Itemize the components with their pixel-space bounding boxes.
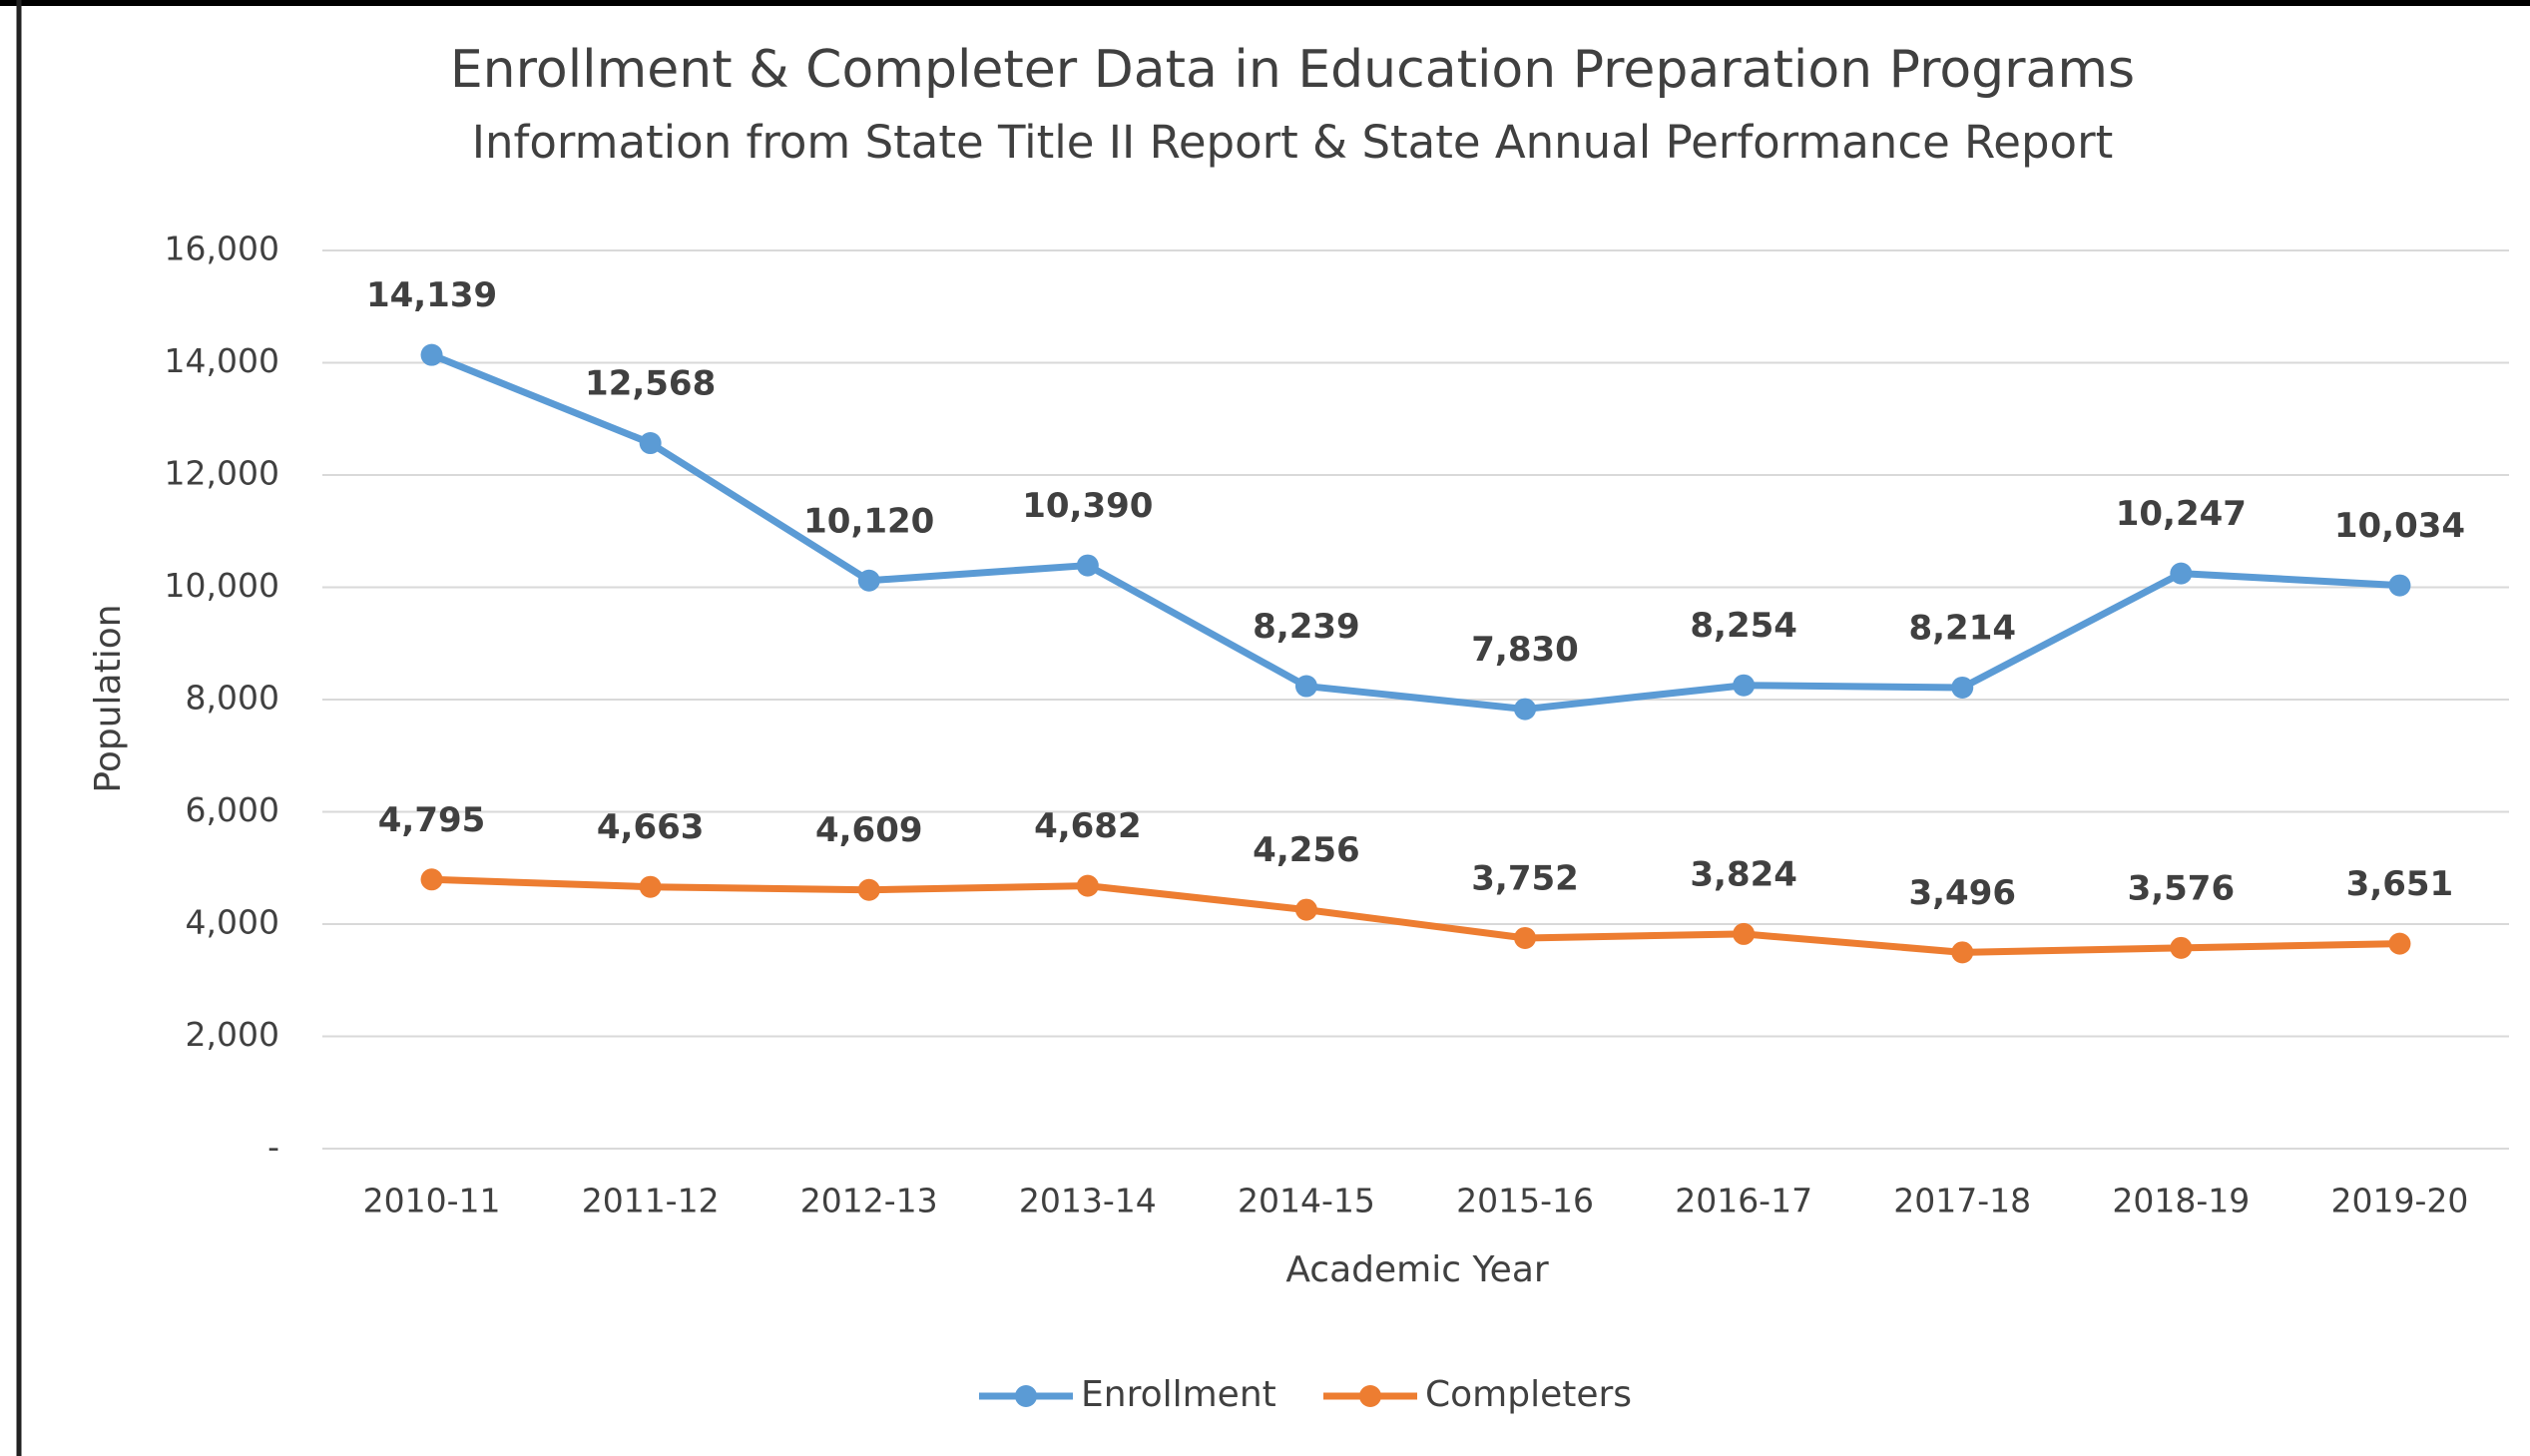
legend-label: Enrollment [1081, 1374, 1276, 1415]
marker [639, 875, 662, 898]
marker [1951, 676, 1974, 699]
data-label: 3,651 [2346, 864, 2454, 904]
data-label: 3,824 [1690, 854, 1797, 894]
data-label: 10,034 [2334, 506, 2465, 546]
data-label: 12,568 [585, 364, 716, 404]
marker [420, 343, 443, 366]
x-tick-label: 2015-16 [1456, 1182, 1594, 1220]
marker [639, 432, 662, 455]
marker [2388, 932, 2411, 955]
data-label: 8,239 [1253, 607, 1360, 647]
y-tick-label: - [267, 1128, 279, 1167]
marker [2388, 574, 2411, 597]
chart-title: Enrollment & Completer Data in Education… [450, 40, 2135, 100]
x-tick-label: 2018-19 [2112, 1182, 2250, 1220]
marker [1733, 922, 1756, 945]
y-tick-label: 12,000 [165, 454, 279, 493]
marker [420, 868, 443, 891]
x-tick-label: 2011-12 [582, 1182, 720, 1220]
y-tick-label: 2,000 [186, 1015, 279, 1054]
y-tick-label: 6,000 [186, 790, 279, 829]
legend-marker [1015, 1385, 1037, 1407]
data-label: 14,139 [366, 275, 497, 315]
data-label: 4,256 [1253, 830, 1360, 870]
data-label: 3,496 [1908, 873, 2016, 913]
x-tick-label: 2010-11 [363, 1182, 501, 1220]
marker [857, 569, 880, 592]
series-line [431, 875, 2400, 956]
legend-label: Completers [1425, 1374, 1632, 1415]
marker [1294, 675, 1317, 698]
x-axis-title: Academic Year [1285, 1249, 1549, 1290]
y-tick-label: 14,000 [165, 341, 279, 380]
x-tick-label: 2016-17 [1675, 1182, 1812, 1220]
x-tick-label: 2017-18 [1893, 1182, 2031, 1220]
data-label: 8,254 [1690, 606, 1797, 646]
data-label: 4,663 [597, 807, 705, 847]
data-label: 10,390 [1022, 486, 1153, 526]
data-label: 10,120 [803, 501, 934, 541]
marker [1733, 674, 1756, 697]
chart-subtitle: Information from State Title II Report &… [472, 116, 2113, 169]
x-tick-label: 2012-13 [800, 1182, 938, 1220]
marker [1951, 941, 1974, 964]
marker [2170, 562, 2193, 585]
data-label: 7,830 [1471, 630, 1579, 670]
legend-marker [1359, 1385, 1381, 1407]
y-axis-title: Population [88, 604, 129, 792]
marker [1294, 898, 1317, 921]
y-tick-label: 8,000 [186, 679, 279, 718]
marker [2170, 936, 2193, 959]
y-tick-label: 4,000 [186, 903, 279, 942]
x-tick-label: 2014-15 [1238, 1182, 1375, 1220]
marker [857, 878, 880, 901]
x-tick-label: 2019-20 [2331, 1182, 2469, 1220]
data-label: 10,247 [2116, 494, 2247, 534]
data-label: 4,795 [378, 800, 486, 840]
data-label: 8,214 [1908, 608, 2016, 648]
marker [1076, 874, 1099, 897]
marker [1514, 698, 1537, 721]
data-label: 3,752 [1471, 858, 1579, 898]
marker [1514, 926, 1537, 949]
series-line [430, 351, 2400, 714]
y-tick-label: 16,000 [165, 230, 279, 268]
data-label: 3,576 [2128, 868, 2236, 908]
marker [1076, 554, 1099, 577]
data-label: 4,682 [1034, 806, 1142, 846]
data-label: 4,609 [815, 810, 923, 850]
x-tick-label: 2013-14 [1019, 1182, 1157, 1220]
y-tick-label: 10,000 [165, 566, 279, 605]
